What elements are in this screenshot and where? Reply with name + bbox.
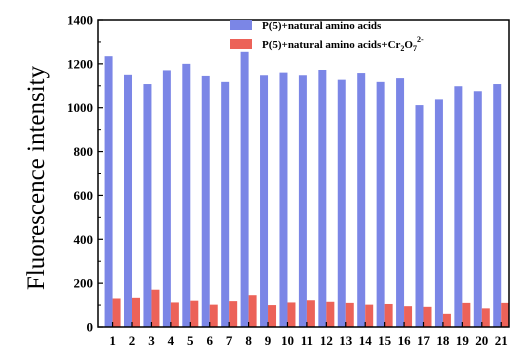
bar-series-2 [462, 302, 471, 327]
x-tick-label: 20 [475, 333, 488, 348]
bar-series-1 [434, 99, 443, 327]
x-tick-label: 21 [495, 333, 508, 348]
x-tick-label: 2 [129, 333, 136, 348]
legend-swatch-series-1 [230, 20, 252, 30]
bar-series-1 [240, 51, 249, 328]
x-tick-label: 18 [436, 333, 450, 348]
bar-series-1 [454, 86, 463, 327]
bar-series-1 [493, 84, 502, 327]
x-tick-label: 13 [339, 333, 353, 348]
x-tick-label: 6 [206, 333, 213, 348]
bar-series-2 [209, 304, 218, 327]
legend-label-series-1: P(5)+natural amino acids [262, 20, 382, 32]
bar-series-2 [501, 302, 510, 327]
bar-series-1 [298, 75, 307, 327]
bar-series-2 [151, 289, 160, 327]
bar-series-1 [201, 75, 210, 328]
bar-series-2 [306, 300, 315, 327]
bar-series-1 [376, 81, 385, 328]
y-tick-label: 200 [74, 276, 94, 291]
x-tick-label: 10 [281, 333, 294, 348]
x-tick-label: 11 [301, 333, 313, 348]
bar-series-1 [124, 74, 133, 327]
bar-series-2 [481, 308, 490, 327]
bar-series-1 [104, 56, 113, 328]
x-tick-label: 15 [378, 333, 392, 348]
x-tick-label: 8 [245, 333, 252, 348]
y-tick-label: 1000 [67, 100, 93, 115]
x-tick-label: 16 [398, 333, 412, 348]
bar-series-1 [337, 79, 346, 327]
x-tick-label: 5 [187, 333, 194, 348]
x-tick-label: 3 [148, 333, 155, 348]
bar-series-1 [318, 69, 327, 328]
bar-series-2 [384, 303, 393, 327]
bar-series-1 [357, 73, 366, 328]
bar-series-1 [473, 91, 482, 328]
legend-subscript-7: 7 [413, 44, 417, 53]
bar-series-1 [279, 72, 288, 327]
x-tick-label: 1 [109, 333, 116, 348]
y-axis-label: Fluorescence intensity [23, 65, 50, 290]
bar-series-2 [268, 305, 277, 327]
legend-label-part: P(5)+natural amino acids+Cr [262, 39, 401, 51]
legend-subscript-2: 2 [400, 44, 404, 53]
bar-series-2 [423, 306, 432, 327]
y-tick-label: 600 [74, 188, 94, 203]
bar-series-1 [221, 81, 230, 328]
bar-series-2 [287, 302, 296, 327]
bar-series-1 [162, 70, 171, 327]
x-tick-label: 7 [226, 333, 233, 348]
bars-group [104, 51, 510, 328]
y-tick-label: 0 [87, 320, 94, 335]
x-tick-label: 19 [456, 333, 470, 348]
bar-series-1 [182, 63, 191, 327]
x-tick-label: 14 [359, 333, 373, 348]
bar-series-1 [260, 75, 269, 327]
bar-series-1 [143, 84, 152, 327]
bar-series-2 [190, 300, 199, 327]
y-tick-label: 1200 [67, 56, 93, 71]
bar-series-2 [248, 295, 257, 327]
bar-series-2 [442, 313, 451, 327]
bar-series-2 [170, 302, 179, 327]
legend: P(5)+natural amino acids P(5)+natural am… [230, 20, 424, 53]
legend-label-part: O [404, 39, 413, 51]
bar-series-2 [345, 302, 354, 327]
legend-label-series-2: P(5)+natural amino acids+Cr2O72- [262, 35, 424, 53]
y-tick-label: 400 [74, 232, 94, 247]
y-tick-label: 1400 [67, 13, 93, 28]
bar-series-1 [396, 78, 405, 327]
legend-swatch-series-2 [230, 39, 252, 49]
x-tick-label: 12 [320, 333, 333, 348]
x-tick-label: 9 [265, 333, 272, 348]
bar-series-2 [404, 306, 413, 327]
x-tick-label: 17 [417, 333, 431, 348]
x-tick-label: 4 [168, 333, 175, 348]
y-tick-label: 800 [74, 144, 94, 159]
bar-series-2 [229, 301, 238, 327]
legend-superscript-charge: 2- [417, 35, 424, 44]
y-axis-title: Fluorescence intensity [23, 65, 50, 290]
bar-series-2 [132, 297, 141, 327]
bar-series-2 [326, 301, 335, 327]
bar-series-2 [112, 298, 121, 327]
bar-series-2 [365, 304, 374, 327]
bar-series-1 [415, 105, 424, 327]
